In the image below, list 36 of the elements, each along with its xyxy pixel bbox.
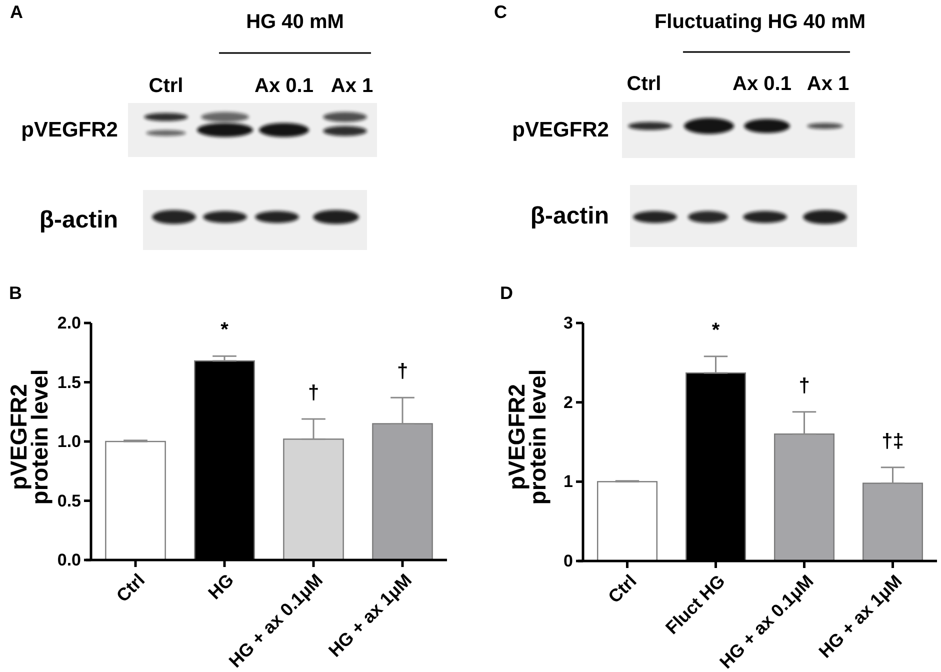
text: Ax 0.1 (254, 75, 314, 97)
x-tick-label: Ctrl (112, 570, 149, 606)
annotation: † (308, 382, 320, 404)
text: Ctrl (148, 75, 184, 97)
y-tick-label: 1.0 (57, 432, 81, 451)
annotation: † (396, 360, 408, 383)
chart-title: B (9, 283, 22, 303)
x-tick-label: Ctrl (604, 570, 640, 607)
y-tick-label: 2.0 (57, 314, 81, 332)
text: Ax 0.1 (732, 73, 792, 95)
y-tick-label: 1.5 (57, 372, 81, 392)
y-axis-title: pVEGFR2 protein level (6, 369, 52, 505)
text: A (10, 2, 23, 22)
text: Ctrl (626, 73, 662, 95)
y-axis-title: pVEGFR2 protein level (504, 369, 550, 505)
y-tick-label: 0 (564, 552, 573, 570)
text: pVEGFR2 (512, 118, 609, 142)
annotation: * (220, 319, 229, 342)
text: β-actin (530, 202, 609, 230)
annotation: † (798, 374, 810, 397)
text: C (494, 2, 507, 22)
text: β-actin (39, 206, 118, 234)
text: HG 40 mM (246, 11, 344, 33)
x-tick-label: HG (204, 570, 238, 604)
y-tick-label: 3 (564, 314, 573, 332)
y-tick-label: 1 (564, 472, 573, 492)
annotation: * (712, 319, 720, 342)
text: Fluctuating HG 40 mM (654, 11, 866, 33)
y-tick-label: 0.0 (57, 550, 81, 570)
y-tick-label: 0.5 (57, 491, 81, 510)
chart-title: D (500, 283, 513, 303)
text: pVEGFR2 (21, 118, 118, 142)
text: Ax 1 (330, 75, 374, 97)
y-tick-label: 2 (564, 392, 573, 412)
text: Ax 1 (806, 73, 850, 95)
annotation: †‡ (882, 430, 904, 452)
